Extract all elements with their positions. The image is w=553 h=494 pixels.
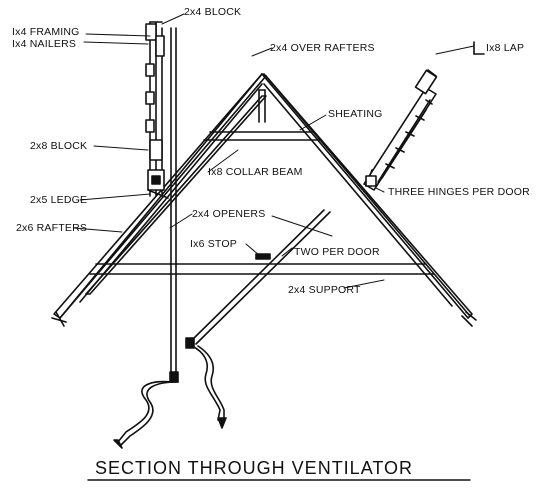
label-2x4-block: 2x4 BLOCK (184, 6, 242, 18)
right-opener-rod (185, 209, 331, 429)
label-2x4-over-rafters: 2x4 OVER RAFTERS (270, 42, 375, 54)
collar-beam (203, 131, 321, 141)
label-two-per-door: TWO PER DOOR (294, 246, 380, 258)
label-2x4-support: 2x4 SUPPORT (288, 284, 361, 296)
label-2x8-block: 2x8 BLOCK (30, 140, 88, 152)
label-1x8-collar-beam: Ix8 COLLAR BEAM (208, 166, 303, 178)
label-2x6-rafters: 2x6 RAFTERS (16, 222, 88, 234)
leader-lines (73, 13, 475, 289)
ridge-assembly (258, 89, 266, 123)
label-2x5-ledge: 2x5 LEDGE (30, 194, 88, 206)
label-2x4-openers: 2x4 OPENERS (192, 208, 266, 220)
drawing-title: SECTION THROUGH VENTILATOR (95, 458, 414, 478)
right-vent-door (363, 41, 485, 191)
left-opener-rod (113, 27, 179, 449)
label-1x4-nailers: Ix4 NAILERS (12, 38, 77, 50)
label-1x6-stop: Ix6 STOP (190, 238, 237, 250)
label-1x4-framing: Ix4 FRAMING (12, 26, 80, 38)
left-vent-door (145, 21, 169, 199)
label-three-hinges: THREE HINGES PER DOOR (388, 186, 530, 198)
support-beam (89, 263, 435, 275)
label-sheating: SHEATING (328, 108, 383, 120)
stop-block (255, 253, 271, 260)
label-1x8-lap: Ix8 LAP (486, 42, 525, 54)
